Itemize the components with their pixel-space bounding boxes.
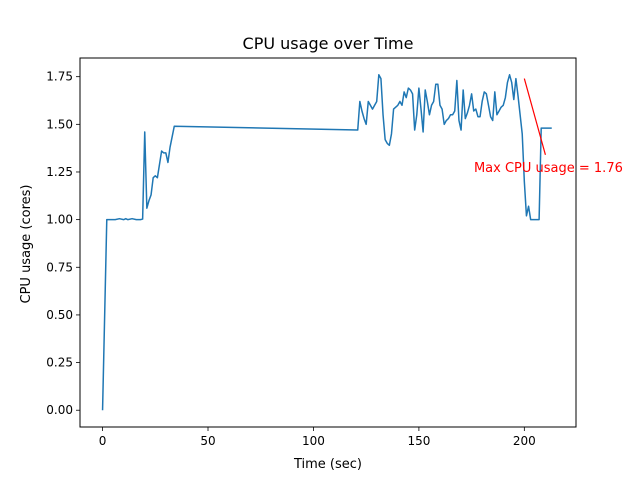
annotation-label: Max CPU usage = 1.76 xyxy=(474,161,623,176)
x-tick-label: 50 xyxy=(200,434,215,448)
y-tick-label: 0.75 xyxy=(46,260,73,274)
y-tick-label: 1.50 xyxy=(46,117,73,131)
axis-ticks: 0 50 100 150 200 0.00 0.25 0.50 0.75 1.00 1.25 1.50… xyxy=(46,70,536,448)
y-tick-label: 0.00 xyxy=(46,403,73,417)
x-tick-label: 200 xyxy=(513,434,536,448)
y-tick-label: 1.00 xyxy=(46,213,73,227)
y-tick-label: 0.50 xyxy=(46,308,73,322)
annotation-group: Max CPU usage = 1.76 xyxy=(474,78,623,176)
plot-area xyxy=(101,74,552,411)
chart-title: CPU usage over Time xyxy=(243,34,414,53)
y-tick-label: 1.25 xyxy=(46,165,73,179)
cpu-usage-series-line-0 xyxy=(101,74,552,411)
annotation-arrow xyxy=(523,78,547,155)
x-axis-label: Time (sec) xyxy=(293,457,362,472)
y-axis-label: CPU usage (cores) xyxy=(19,185,34,304)
y-tick-label: 1.75 xyxy=(46,70,73,84)
x-tick-label: 100 xyxy=(302,434,325,448)
x-tick-label: 0 xyxy=(99,434,107,448)
axes-frame xyxy=(79,57,577,428)
y-tick-label: 0.25 xyxy=(46,356,73,370)
x-tick-label: 150 xyxy=(407,434,430,448)
